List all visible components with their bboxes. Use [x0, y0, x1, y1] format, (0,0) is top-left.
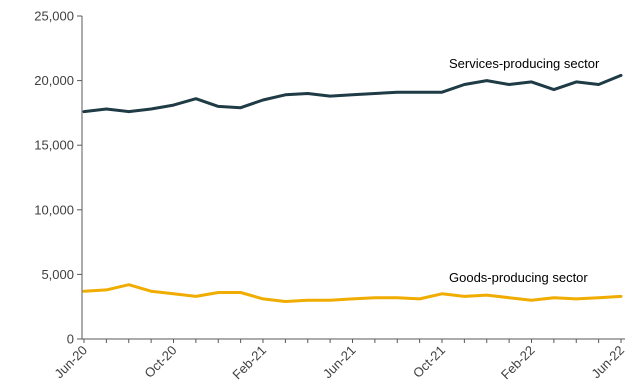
- x-tick-label: Oct-21: [410, 343, 448, 381]
- x-tick-labels: Jun-20 Oct-20 Feb-21 Jun-21 Oct-21 Feb-22 Jun-…: [51, 339, 627, 382]
- series-label-goods: Goods-producing sector: [449, 270, 588, 285]
- series-lines: [82, 73, 623, 303]
- y-tick-label: 20,000: [34, 73, 74, 88]
- y-tick-label: 15,000: [34, 138, 74, 153]
- goods-series-line: [82, 283, 623, 303]
- x-tick-label: Feb-21: [229, 343, 269, 383]
- series-labels: Services-producing sector Goods-producin…: [449, 56, 600, 285]
- x-tick-label: Jun-22: [588, 343, 627, 382]
- y-tick-label: 25,000: [34, 9, 74, 24]
- x-tick-label: Feb-22: [498, 343, 538, 383]
- x-tick-label: Jun-21: [320, 343, 359, 382]
- x-tick-label: Oct-20: [141, 343, 179, 381]
- series-label-services: Services-producing sector: [449, 56, 600, 71]
- y-tick-label: 5,000: [41, 267, 74, 282]
- y-tick-label: 0: [67, 332, 74, 347]
- x-tick-label: Jun-20: [51, 343, 90, 382]
- y-tick-labels: 0 5,000 10,000 15,000 20,000 25,000: [34, 9, 82, 347]
- y-tick-label: 10,000: [34, 202, 74, 217]
- services-series-line: [82, 73, 623, 114]
